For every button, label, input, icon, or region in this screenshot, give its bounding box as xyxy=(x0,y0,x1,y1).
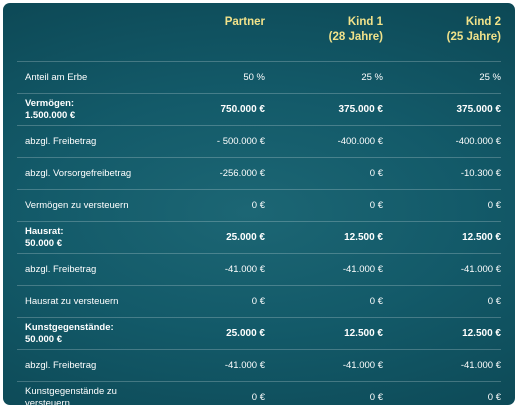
row-label: abzgl. Freibetrag xyxy=(25,263,97,275)
row-label: Kunstgegenstände: xyxy=(25,321,114,333)
row-label: Hausrat: xyxy=(25,225,64,237)
value-cell-partner: 0 € xyxy=(157,189,265,222)
value-cell-partner: 50 % xyxy=(157,61,265,94)
value-cell-kind-1: 0 € xyxy=(265,189,383,222)
table-row: abzgl. Freibetrag -41.000 € -41.000 € -41.0… xyxy=(17,253,501,286)
row-label-cell: Hausrat: 50.000 € xyxy=(17,221,157,254)
table-row: Vermögen: 1.500.000 €750.000 €375.000 €37… xyxy=(17,93,501,126)
header-kind-1-age: (28 Jahre) xyxy=(328,31,383,43)
table-row: Hausrat zu versteuern 0 €0 €0 € xyxy=(17,285,501,318)
header-kind-2-age: (25 Jahre) xyxy=(446,31,501,43)
row-label-cell: Vermögen zu versteuern xyxy=(17,189,157,222)
row-label-cell: Anteil am Erbe xyxy=(17,61,157,94)
value-cell-kind-1: -400.000 € xyxy=(265,125,383,158)
row-label: Vermögen zu versteuern xyxy=(25,199,129,211)
row-label-cell: Vermögen: 1.500.000 € xyxy=(17,93,157,126)
table-row: abzgl. Freibetrag -41.000 € -41.000 € -41.0… xyxy=(17,349,501,382)
table-row: Kunstgegenstände: 50.000 €25.000 €12.500 … xyxy=(17,317,501,350)
value-cell-kind-1: -41.000 € xyxy=(265,253,383,286)
table-row: Vermögen zu versteuern 0 €0 €0 € xyxy=(17,189,501,222)
value-cell-partner: -41.000 € xyxy=(157,349,265,382)
header-kind-1: Kind 1 (28 Jahre) xyxy=(265,7,383,62)
row-label-second-line: 50.000 € xyxy=(25,237,62,249)
table-row: Kunstgegenstände zu versteuern 0 €0 €0 € xyxy=(17,381,501,406)
value-cell-kind-1: -41.000 € xyxy=(265,349,383,382)
value-cell-kind-1: 12.500 € xyxy=(265,317,383,350)
value-cell-partner: -256.000 € xyxy=(157,157,265,190)
row-label-cell: abzgl. Freibetrag xyxy=(17,349,157,382)
row-label: Kunstgegenstände zu xyxy=(25,385,117,397)
row-label: Vermögen: xyxy=(25,97,75,109)
value-cell-kind-2: -41.000 € xyxy=(383,253,501,286)
value-cell-kind-1: 375.000 € xyxy=(265,93,383,126)
value-cell-kind-2: -41.000 € xyxy=(383,349,501,382)
value-cell-kind-2: 0 € xyxy=(383,381,501,405)
value-cell-kind-2: 0 € xyxy=(383,189,501,222)
row-label: abzgl. Vorsorgefreibetrag xyxy=(25,167,132,179)
row-label: abzgl. Freibetrag xyxy=(25,359,97,371)
row-label: abzgl. Freibetrag xyxy=(25,135,97,147)
header-partner-title: Partner xyxy=(224,16,265,28)
table-row: abzgl. Freibetrag - 500.000 € -400.000 € -4… xyxy=(17,125,501,158)
value-cell-kind-1: 0 € xyxy=(265,285,383,318)
value-cell-kind-2: -400.000 € xyxy=(383,125,501,158)
value-cell-kind-2: 375.000 € xyxy=(383,93,501,126)
value-cell-kind-2: 12.500 € xyxy=(383,221,501,254)
value-cell-partner: 750.000 € xyxy=(157,93,265,126)
table-row: Anteil am Erbe 50 % 25 % 25 % xyxy=(17,61,501,94)
inheritance-tax-table: Partner Kind 1 (28 Jahre) Kind 2 (25 Jah… xyxy=(17,7,501,405)
row-label-cell: abzgl. Freibetrag xyxy=(17,253,157,286)
row-label: Anteil am Erbe xyxy=(25,71,88,83)
row-label-cell: Hausrat zu versteuern xyxy=(17,285,157,318)
row-label-cell: Kunstgegenstände: 50.000 € xyxy=(17,317,157,350)
value-cell-kind-2: 12.500 € xyxy=(383,317,501,350)
value-cell-kind-2: 25 % xyxy=(383,61,501,94)
header-kind-1-title: Kind 1 xyxy=(347,16,383,28)
header-empty-cell xyxy=(17,7,157,62)
value-cell-partner: 25.000 € xyxy=(157,221,265,254)
value-cell-partner: 25.000 € xyxy=(157,317,265,350)
value-cell-kind-1: 0 € xyxy=(265,157,383,190)
value-cell-partner: 0 € xyxy=(157,381,265,405)
value-cell-partner: - 500.000 € xyxy=(157,125,265,158)
value-cell-kind-1: 0 € xyxy=(265,381,383,405)
row-label-second-line: versteuern xyxy=(25,397,70,406)
table-row: abzgl. Vorsorgefreibetrag -256.000 €0 € -1… xyxy=(17,157,501,190)
header-kind-2-title: Kind 2 xyxy=(465,16,501,28)
value-cell-kind-1: 12.500 € xyxy=(265,221,383,254)
row-label-cell: abzgl. Freibetrag xyxy=(17,125,157,158)
header-kind-2: Kind 2 (25 Jahre) xyxy=(383,7,501,62)
inheritance-tax-table-card: Partner Kind 1 (28 Jahre) Kind 2 (25 Jah… xyxy=(3,3,515,405)
value-cell-partner: 0 € xyxy=(157,285,265,318)
value-cell-kind-2: 0 € xyxy=(383,285,501,318)
header-partner: Partner xyxy=(157,7,265,62)
row-label-second-line: 50.000 € xyxy=(25,333,62,345)
table-row: Hausrat: 50.000 €25.000 €12.500 €12.500 € xyxy=(17,221,501,254)
value-cell-kind-1: 25 % xyxy=(265,61,383,94)
value-cell-partner: -41.000 € xyxy=(157,253,265,286)
row-label-cell: abzgl. Vorsorgefreibetrag xyxy=(17,157,157,190)
row-label: Hausrat zu versteuern xyxy=(25,295,119,307)
row-label-second-line: 1.500.000 € xyxy=(25,109,76,121)
value-cell-kind-2: -10.300 € xyxy=(383,157,501,190)
row-label-cell: Kunstgegenstände zu versteuern xyxy=(17,381,157,406)
table-header-row: Partner Kind 1 (28 Jahre) Kind 2 (25 Jah… xyxy=(17,7,501,62)
